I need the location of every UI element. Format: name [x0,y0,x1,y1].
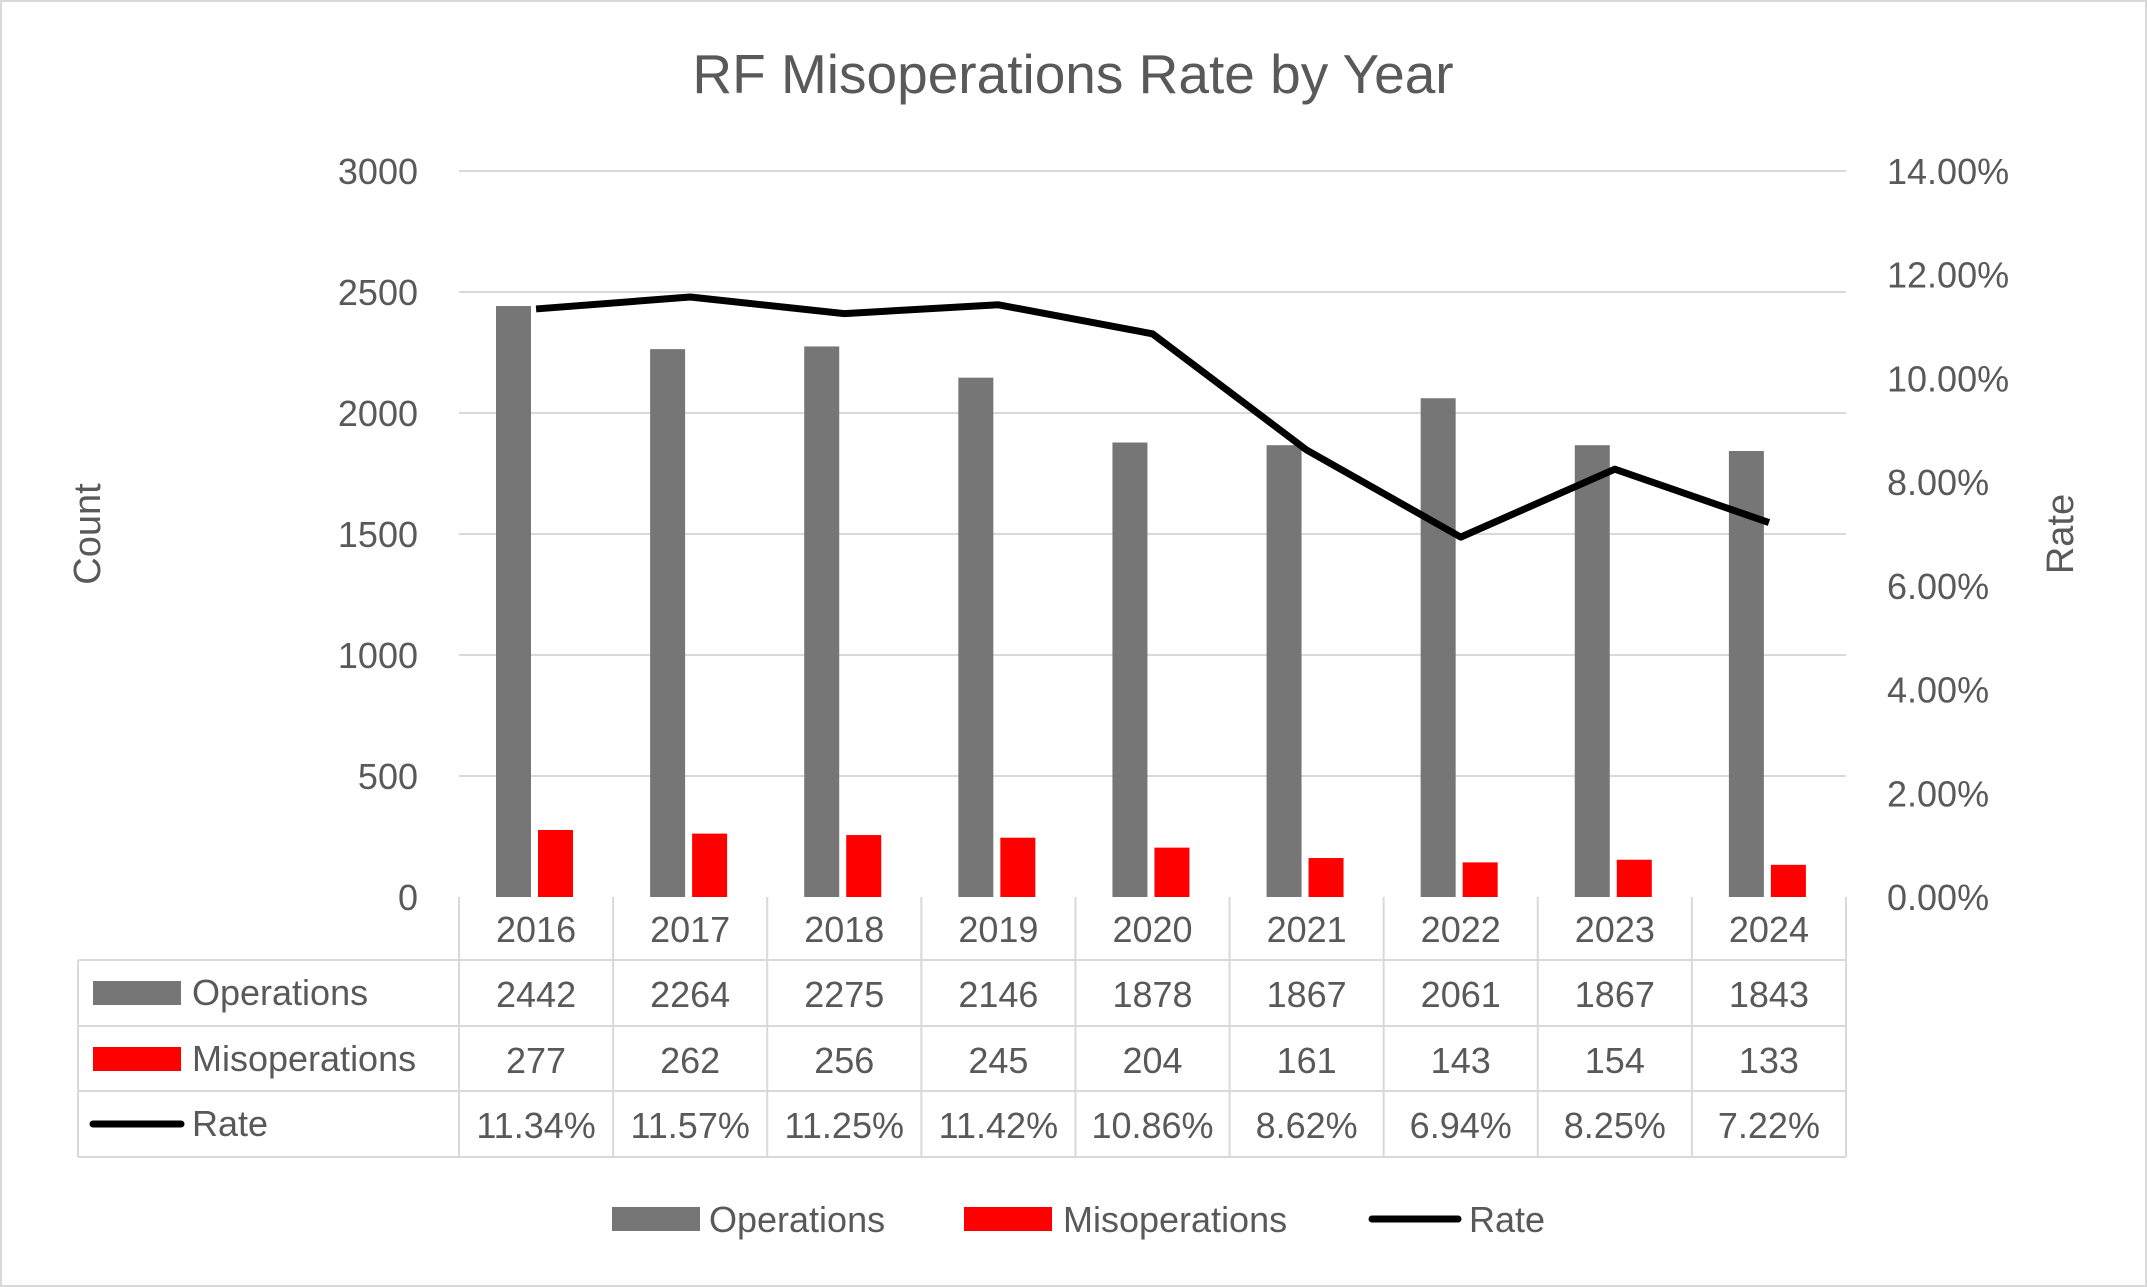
bar-misoperations [1000,837,1036,897]
table-cell-misoperations: 277 [506,1040,566,1081]
table-cell-misoperations: 245 [968,1040,1028,1081]
chart-title: RF Misoperations Rate by Year [692,43,1453,105]
y2-tick-label: 6.00% [1887,566,1989,607]
legend-label-rate: Rate [1469,1199,1545,1240]
table-cell-misoperations: 262 [660,1040,720,1081]
x-tick-label: 2019 [958,909,1038,950]
table-cell-rate: 11.57% [630,1105,749,1146]
x-tick-label: 2021 [1267,909,1347,950]
x-tick-label: 2020 [1112,909,1192,950]
table-cell-rate: 8.25% [1564,1105,1666,1146]
y2-tick-label: 8.00% [1887,462,1989,503]
y2-tick-label: 10.00% [1887,358,2009,399]
table-cell-operations: 2061 [1421,974,1501,1015]
bar-operations [1728,450,1764,897]
y-tick-label: 1000 [338,635,418,676]
table-key-operations [93,981,181,1005]
table-row-label: Operations [192,972,368,1013]
table-cell-misoperations: 256 [814,1040,874,1081]
x-tick-label: 2018 [804,909,884,950]
x-tick-label: 2016 [496,909,576,950]
y2-tick-label: 0.00% [1887,877,1989,918]
bar-misoperations [1462,862,1498,897]
y2-tick-label: 14.00% [1887,151,2009,192]
table-cell-misoperations: 204 [1122,1040,1182,1081]
bar-misoperations [1616,859,1652,897]
bar-operations [1420,398,1456,897]
bar-operations [650,349,686,897]
bar-operations [958,377,994,898]
bar-misoperations [846,835,882,897]
bar-operations [1112,442,1148,897]
bar-operations [1266,445,1302,897]
table-cell-operations: 1867 [1267,974,1347,1015]
table-cell-rate: 8.62% [1256,1105,1358,1146]
legend-key-operations [612,1207,700,1231]
table-cell-operations: 1843 [1729,974,1809,1015]
x-tick-label: 2024 [1729,909,1809,950]
x-tick-label: 2022 [1421,909,1501,950]
bar-misoperations [538,829,573,897]
y2-axis-label: Rate [2040,494,2082,574]
y2-tick-label: 12.00% [1887,255,2009,296]
table-cell-operations: 2275 [804,974,884,1015]
y-tick-label: 0 [398,877,418,918]
table-cell-rate: 7.22% [1718,1105,1820,1146]
x-tick-label: 2017 [650,909,730,950]
legend-label-operations: Operations [709,1199,885,1240]
legend-key-misoperations [964,1207,1052,1231]
legend-label-misoperations: Misoperations [1063,1199,1287,1240]
bar-misoperations [1770,864,1806,897]
line-rate [535,293,1771,541]
bar-misoperations [1308,858,1344,897]
table-cell-misoperations: 161 [1277,1040,1337,1081]
y-tick-label: 2500 [338,272,418,313]
table-cell-rate: 10.86% [1091,1105,1213,1146]
table-key-misoperations [93,1047,181,1071]
table-cell-operations: 2264 [650,974,730,1015]
bar-misoperations [692,833,728,897]
table-cell-rate: 6.94% [1410,1105,1512,1146]
y-tick-label: 500 [358,756,418,797]
y-tick-label: 3000 [338,151,418,192]
x-tick-label: 2023 [1575,909,1655,950]
table-row-label: Rate [192,1103,268,1144]
bar-misoperations [1154,847,1190,897]
y-tick-label: 2000 [338,393,418,434]
table-cell-misoperations: 133 [1739,1040,1799,1081]
table-cell-misoperations: 143 [1431,1040,1491,1081]
table-cell-operations: 1867 [1575,974,1655,1015]
bar-operations [1574,445,1610,897]
table-cell-rate: 11.25% [785,1105,904,1146]
y-tick-label: 1500 [338,514,418,555]
table-row-label: Misoperations [192,1038,416,1079]
y-axis-label: Count [67,483,109,585]
y2-tick-label: 4.00% [1887,670,1989,711]
table-cell-operations: 2146 [958,974,1038,1015]
table-cell-operations: 2442 [496,974,576,1015]
table-cell-rate: 11.34% [476,1105,595,1146]
table-cell-operations: 1878 [1112,974,1192,1015]
table-cell-rate: 11.42% [939,1105,1058,1146]
bar-operations [496,306,531,897]
bar-operations [804,346,840,897]
table-cell-misoperations: 154 [1585,1040,1645,1081]
y2-tick-label: 2.00% [1887,773,1989,814]
